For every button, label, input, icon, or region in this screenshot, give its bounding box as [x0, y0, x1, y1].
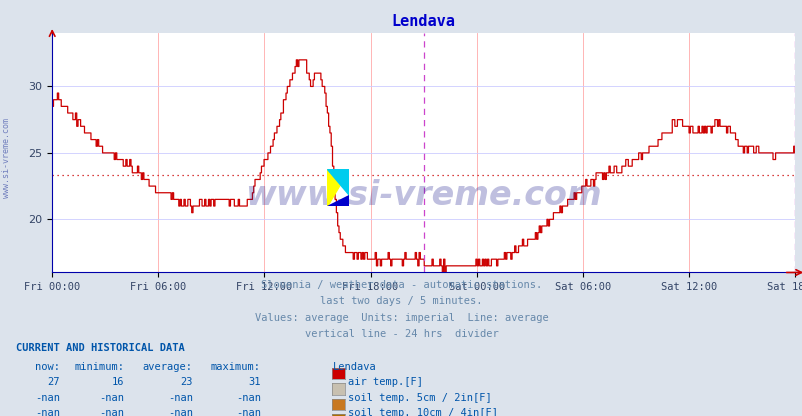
- Polygon shape: [326, 168, 349, 206]
- Text: Values: average  Units: imperial  Line: average: Values: average Units: imperial Line: av…: [254, 313, 548, 323]
- Text: CURRENT AND HISTORICAL DATA: CURRENT AND HISTORICAL DATA: [16, 343, 184, 353]
- Text: -nan: -nan: [99, 408, 124, 416]
- Text: soil temp. 5cm / 2in[F]: soil temp. 5cm / 2in[F]: [347, 393, 491, 403]
- Text: -nan: -nan: [168, 393, 192, 403]
- Text: average:: average:: [143, 362, 192, 372]
- Text: air temp.[F]: air temp.[F]: [347, 377, 422, 387]
- Text: soil temp. 10cm / 4in[F]: soil temp. 10cm / 4in[F]: [347, 408, 497, 416]
- Text: 31: 31: [248, 377, 261, 387]
- Text: -nan: -nan: [99, 393, 124, 403]
- Text: -nan: -nan: [35, 393, 60, 403]
- Polygon shape: [326, 195, 349, 206]
- Text: -nan: -nan: [168, 408, 192, 416]
- Text: 16: 16: [111, 377, 124, 387]
- Text: 23: 23: [180, 377, 192, 387]
- Text: vertical line - 24 hrs  divider: vertical line - 24 hrs divider: [304, 329, 498, 339]
- Polygon shape: [326, 168, 349, 195]
- Text: www.si-vreme.com: www.si-vreme.com: [2, 118, 11, 198]
- Text: Lendava: Lendava: [333, 362, 376, 372]
- Title: Lendava: Lendava: [391, 14, 455, 30]
- Text: now:: now:: [35, 362, 60, 372]
- Text: last two days / 5 minutes.: last two days / 5 minutes.: [320, 296, 482, 306]
- Text: maximum:: maximum:: [211, 362, 261, 372]
- Text: 27: 27: [47, 377, 60, 387]
- Text: -nan: -nan: [236, 408, 261, 416]
- Text: -nan: -nan: [35, 408, 60, 416]
- Text: www.si-vreme.com: www.si-vreme.com: [245, 179, 602, 213]
- Text: Slovenia / weather data - automatic stations.: Slovenia / weather data - automatic stat…: [261, 280, 541, 290]
- Text: -nan: -nan: [236, 393, 261, 403]
- Text: minimum:: minimum:: [75, 362, 124, 372]
